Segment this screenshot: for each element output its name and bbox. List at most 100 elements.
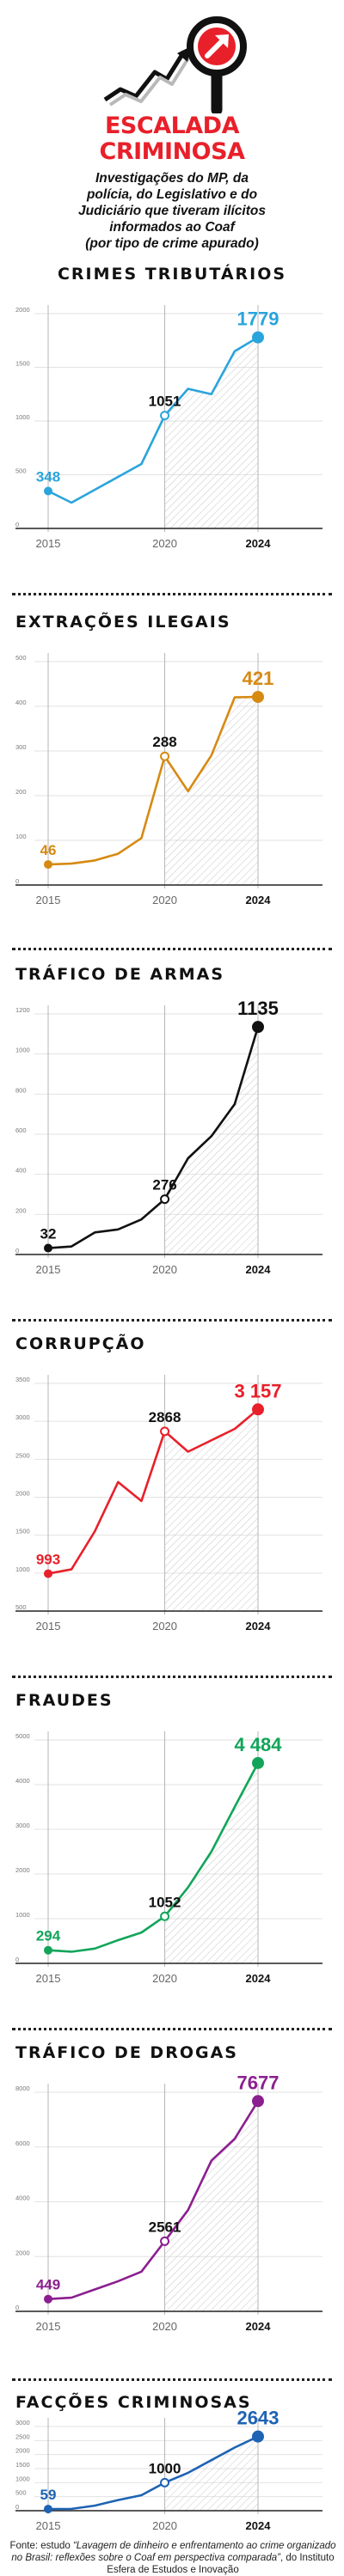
x-tick-label: 2020 <box>152 537 177 550</box>
data-point <box>44 1243 52 1253</box>
y-tick-label: 400 <box>15 699 27 706</box>
chart-trafico-de-armas: TRÁFICO DE ARMAS 0 200 400 600 800 1000 1200 201… <box>15 964 322 1276</box>
y-tick-label: 4000 <box>15 1777 30 1785</box>
section-divider <box>12 1319 332 1322</box>
data-point <box>160 411 170 421</box>
y-tick-label: 3000 <box>15 1413 30 1421</box>
x-tick-label: 2015 <box>36 1972 61 1985</box>
y-tick-label: 200 <box>15 1206 27 1214</box>
data-point <box>252 331 264 344</box>
chart-title: FACÇÕES CRIMINOSAS <box>15 2391 252 2412</box>
y-tick-label: 1500 <box>15 360 30 368</box>
data-label: 7677 <box>237 2072 280 2093</box>
data-point <box>44 2294 52 2304</box>
chart-title: CRIMES TRIBUTÁRIOS <box>58 264 286 284</box>
section-divider <box>12 948 332 950</box>
chart-corrupcao: CORRUPÇÃO 500 1000 1500 2000 2500 3000 3500 2015… <box>15 1333 322 1633</box>
data-point <box>160 2477 170 2487</box>
data-label: 449 <box>36 2277 60 2293</box>
data-label: 59 <box>40 2487 57 2503</box>
x-tick-label: 2015 <box>36 2519 61 2532</box>
y-tick-label: 1000 <box>15 1047 30 1054</box>
chart-title: CORRUPÇÃO <box>15 1333 146 1353</box>
data-label: 2868 <box>149 1409 181 1425</box>
y-tick-label: 3500 <box>15 1376 30 1383</box>
chart-trafico-de-drogas: TRÁFICO DE DROGAS 0 2000 4000 6000 8000 2015 20… <box>15 2042 322 2333</box>
x-tick-label: 2015 <box>36 537 61 550</box>
data-point <box>160 1426 170 1437</box>
source-prefix: Fonte: estudo <box>9 2541 73 2551</box>
y-tick-label: 500 <box>15 1603 27 1611</box>
data-point <box>252 1403 264 1416</box>
data-label: 1779 <box>237 308 280 330</box>
x-tick-label: 2020 <box>152 1620 177 1633</box>
data-point <box>44 2505 52 2514</box>
data-point <box>44 1945 52 1955</box>
y-tick-label: 1000 <box>15 2475 30 2482</box>
data-label: 1052 <box>149 1894 181 1910</box>
data-label: 46 <box>40 842 57 858</box>
x-tick-label: 2020 <box>152 2519 177 2532</box>
data-label: 2561 <box>149 2219 181 2235</box>
section-divider <box>12 1676 332 1678</box>
source-note: Fonte: estudo “Lavagem de dinheiro e enf… <box>7 2540 339 2576</box>
x-tick-label: 2020 <box>152 1972 177 1985</box>
y-tick-label: 0 <box>15 2304 19 2311</box>
section-divider <box>12 593 332 595</box>
y-tick-label: 2000 <box>15 2249 30 2256</box>
data-point <box>160 2236 170 2246</box>
y-tick-label: 2500 <box>15 2433 30 2440</box>
data-label: 32 <box>40 1226 57 1242</box>
y-tick-label: 0 <box>15 2503 19 2511</box>
subtitle-line: Judiciário que tiveram ilícitos <box>78 204 266 218</box>
series-line <box>47 1026 260 1249</box>
y-tick-label: 200 <box>15 788 27 796</box>
y-tick-label: 2000 <box>15 1866 30 1874</box>
hatched-area <box>164 2101 258 2311</box>
subtitle-line: polícia, do Legislativo e do <box>86 187 258 202</box>
x-tick-label: 2015 <box>36 894 61 906</box>
y-tick-label: 6000 <box>15 2140 30 2147</box>
y-tick-label: 2000 <box>15 2447 30 2455</box>
source-suffix: , do Instituto Esfera de Estudos e Inova… <box>107 2553 335 2575</box>
data-point <box>44 1569 52 1578</box>
hatched-area <box>164 1027 258 1254</box>
section-divider <box>12 2028 332 2030</box>
y-tick-label: 5000 <box>15 1732 30 1740</box>
data-label: 2643 <box>237 2408 280 2429</box>
hatched-area <box>164 1762 258 1963</box>
page-title-line2: CRIMINOSA <box>99 138 245 165</box>
x-tick-label: 2024 <box>246 537 272 550</box>
y-tick-label: 1500 <box>15 2461 30 2469</box>
y-tick-label: 4000 <box>15 2194 30 2202</box>
page-title: ESCALADA <box>104 113 240 139</box>
x-tick-label: 2020 <box>152 1263 177 1276</box>
y-tick-label: 1500 <box>15 1528 30 1535</box>
data-label: 421 <box>243 668 274 689</box>
data-point <box>44 860 52 870</box>
hatched-area <box>164 1409 258 1611</box>
series-line <box>47 336 259 504</box>
y-tick-label: 600 <box>15 1126 27 1134</box>
x-tick-label: 2024 <box>246 1263 272 1276</box>
subtitle-line: informados ao Coaf <box>109 220 235 235</box>
data-point <box>44 486 52 496</box>
x-tick-label: 2024 <box>246 1620 272 1633</box>
data-point <box>160 751 170 761</box>
y-tick-label: 500 <box>15 654 27 662</box>
series-line <box>47 695 259 866</box>
y-tick-label: 0 <box>15 1956 19 1963</box>
data-point <box>252 1756 264 1769</box>
data-label: 288 <box>152 734 176 750</box>
section-divider <box>12 2378 332 2381</box>
chart-title: TRÁFICO DE DROGAS <box>15 2042 238 2062</box>
chart-title: EXTRAÇÕES ILEGAIS <box>15 611 231 632</box>
y-tick-label: 0 <box>15 877 19 885</box>
data-label: 294 <box>36 1928 61 1944</box>
y-tick-label: 800 <box>15 1086 27 1094</box>
x-tick-label: 2015 <box>36 1620 61 1633</box>
data-point <box>160 1911 170 1921</box>
source-study-title: “Lavagem de dinheiro e enfrentamento ao … <box>11 2541 336 2563</box>
chart-faccoes-criminosas: FACÇÕES CRIMINOSAS 0 500 1000 1500 2000 2500 30… <box>15 2391 322 2532</box>
